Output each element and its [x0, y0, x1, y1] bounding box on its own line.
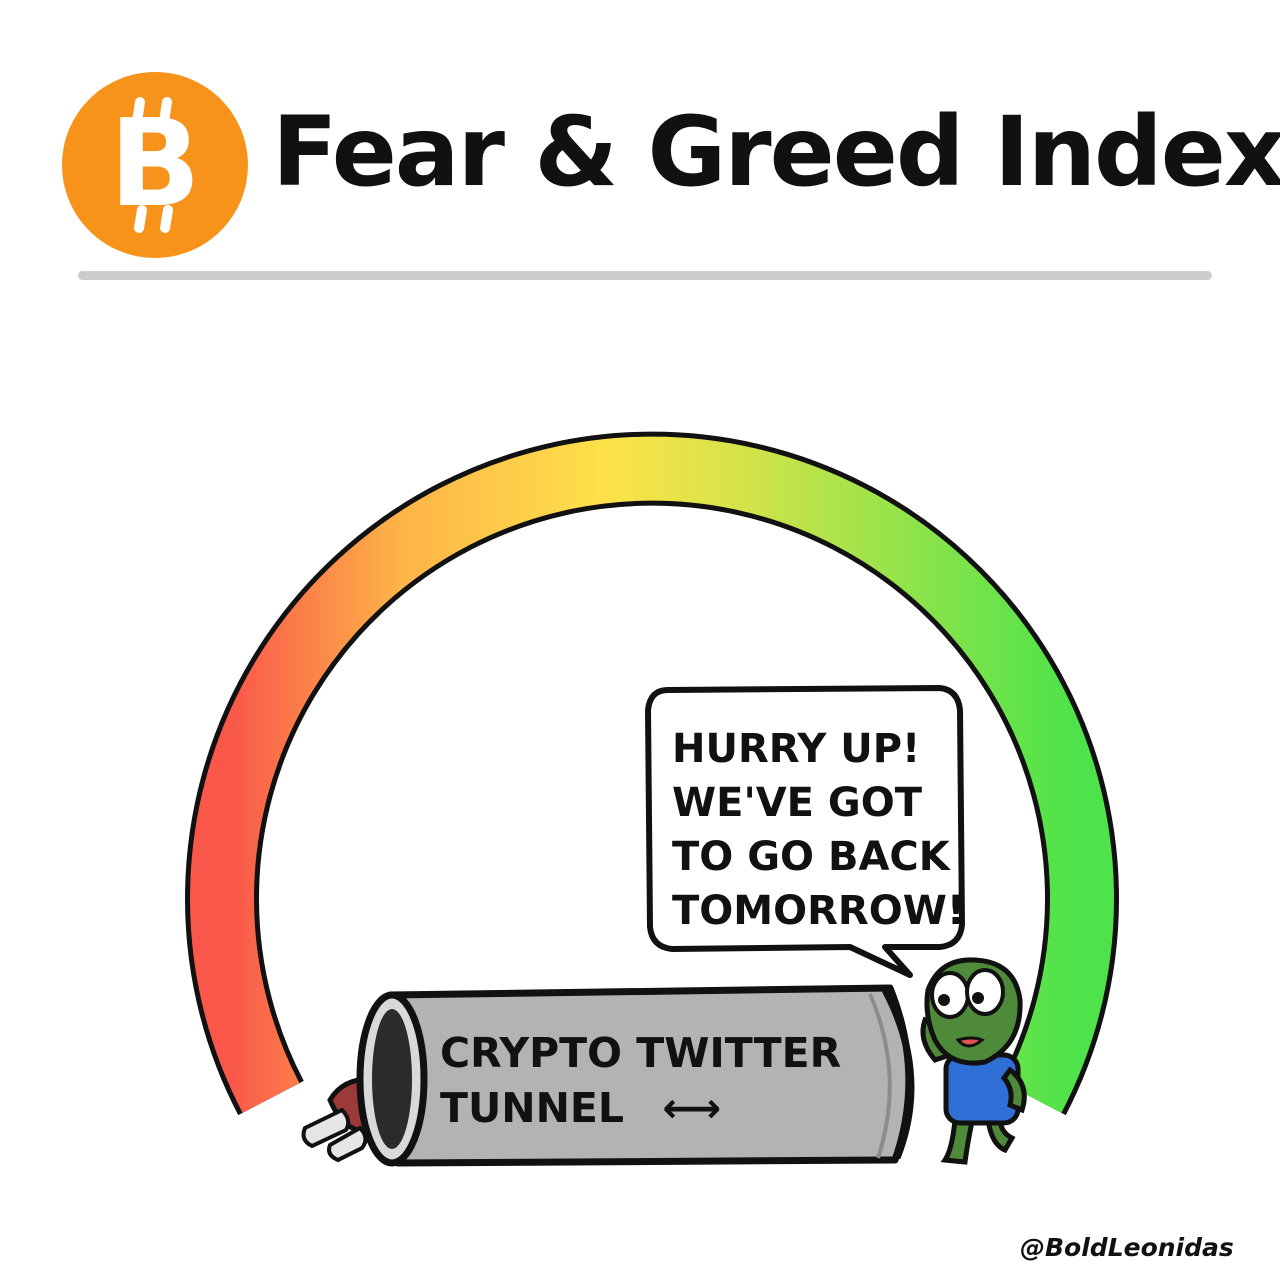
bitcoin-logo-icon: B	[62, 72, 248, 258]
speech-bubble	[645, 685, 965, 978]
frog-character	[920, 957, 1027, 1165]
tunnel-label-line1: CRYPTO TWITTER	[440, 1029, 842, 1077]
page-title: Fear & Greed Index	[272, 96, 1280, 208]
tunnel-label-line2: TUNNEL	[440, 1084, 625, 1132]
speech-line: TOMORROW!	[672, 888, 966, 934]
bitcoin-symbol: B	[109, 95, 200, 234]
speech-bubble-text: HURRY UP! WE'VE GOT TO GO BACK TOMORROW!	[672, 722, 966, 938]
double-arrow-icon: ⟷	[662, 1084, 722, 1132]
speech-line: HURRY UP!	[672, 726, 921, 772]
artist-signature: @BoldLeonidas	[1020, 1233, 1234, 1262]
speech-line: TO GO BACK	[672, 834, 950, 880]
fear-greed-gauge	[185, 431, 1119, 1116]
crypto-twitter-tunnel	[356, 984, 915, 1167]
speech-line: WE'VE GOT	[672, 780, 923, 826]
tunnel-label: CRYPTO TWITTER TUNNEL ⟷	[440, 1026, 841, 1136]
title-divider	[78, 271, 1212, 280]
